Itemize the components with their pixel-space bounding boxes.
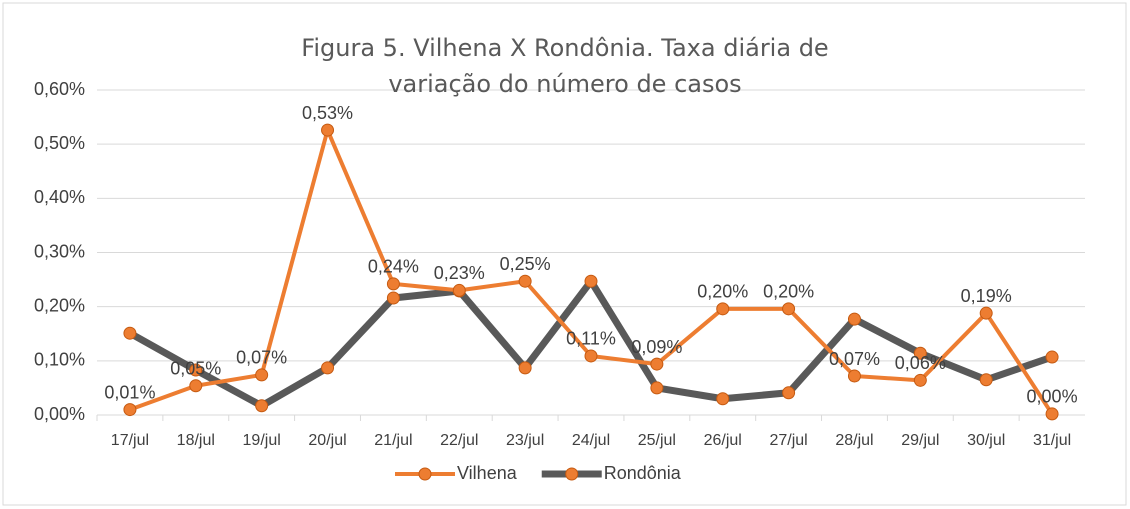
series-marker [584,349,598,363]
series-marker [321,361,335,375]
data-label: 0,01% [104,382,155,402]
series-marker [386,291,400,305]
x-tick-label: 25/jul [638,432,676,449]
data-label: 0,06% [895,353,946,373]
data-label: 0,07% [829,349,880,369]
x-tick-label: 27/jul [769,432,807,449]
data-label: 0,00% [1027,387,1078,407]
series-marker [979,373,993,387]
series-marker [979,306,993,320]
series-marker [189,363,203,377]
data-label: 0,05% [170,359,221,379]
data-label: 0,20% [763,282,814,302]
series-marker [1045,407,1059,421]
y-tick-label: 0,60% [34,79,85,99]
data-label: 0,53% [302,103,353,123]
legend-label: Vilhena [457,463,518,483]
x-tick-label: 23/jul [506,432,544,449]
series-marker [913,373,927,387]
y-tick-label: 0,50% [34,133,85,153]
data-label: 0,19% [961,286,1012,306]
y-tick-label: 0,40% [34,187,85,207]
series-marker [650,381,664,395]
x-tick-label: 22/jul [440,432,478,449]
legend-marker [565,467,579,481]
legend-label: Rondônia [604,463,682,483]
series-marker [321,123,335,137]
series-marker [847,312,861,326]
series-marker [716,302,730,316]
data-label: 0,09% [631,337,682,357]
series-marker [1045,350,1059,364]
series-marker [650,357,664,371]
data-label: 0,11% [566,329,616,349]
x-tick-label: 28/jul [835,432,873,449]
data-label: 0,23% [434,263,485,283]
series-marker [782,386,796,400]
x-tick-label: 26/jul [704,432,742,449]
x-tick-label: 31/jul [1033,432,1071,449]
series-marker [123,403,137,417]
y-tick-label: 0,30% [34,241,85,261]
legend-marker [418,467,432,481]
y-tick-label: 0,00% [34,404,85,424]
data-label: 0,07% [236,348,287,368]
x-tick-label: 30/jul [967,432,1005,449]
series-marker [255,368,269,382]
series-marker [386,277,400,291]
x-tick-label: 18/jul [177,432,215,449]
series-marker [518,361,532,375]
series-marker [584,274,598,288]
series-marker [255,399,269,413]
series-marker [913,346,927,360]
x-tick-label: 20/jul [308,432,346,449]
series-marker [716,392,730,406]
x-tick-label: 19/jul [243,432,281,449]
x-tick-label: 17/jul [111,432,149,449]
series-marker [782,302,796,316]
series-marker [452,283,466,297]
x-tick-label: 21/jul [374,432,412,449]
chart-title: Figura 5. Vilhena X Rondônia. Taxa diári… [301,34,829,98]
y-tick-label: 0,20% [34,295,85,315]
series-marker [123,326,137,340]
series-marker [518,274,532,288]
data-label: 0,24% [368,257,419,277]
series-marker [189,379,203,393]
data-label: 0,25% [500,254,551,274]
y-tick-label: 0,10% [34,350,85,370]
x-tick-label: 29/jul [901,432,939,449]
data-label: 0,20% [697,282,748,302]
x-tick-label: 24/jul [572,432,610,449]
series-marker [847,369,861,383]
